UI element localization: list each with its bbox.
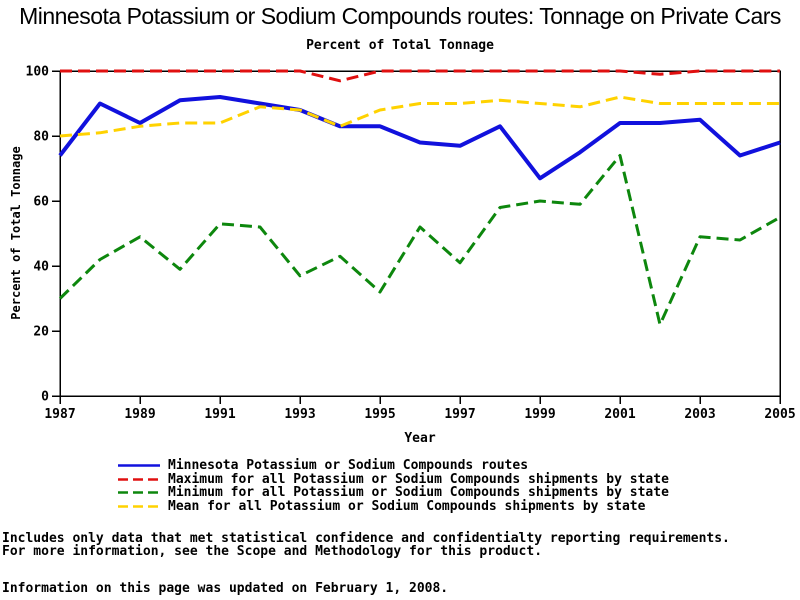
x-tick-label: 1997 — [444, 407, 475, 422]
legend-label: Maximum for all Potassium or Sodium Comp… — [168, 471, 669, 487]
legend-label: Minimum for all Potassium or Sodium Comp… — [168, 485, 669, 501]
series-line-2 — [58, 154, 781, 326]
legend-item: Maximum for all Potassium or Sodium Comp… — [118, 471, 669, 487]
x-tick-label: 1993 — [284, 407, 315, 422]
y-tick-label: 0 — [41, 390, 49, 405]
series-line-1 — [60, 69, 780, 83]
x-tick-label: 1999 — [524, 407, 555, 422]
x-tick-label: 1989 — [124, 407, 155, 422]
legend-swatch — [118, 464, 160, 467]
legend-swatch — [118, 478, 160, 481]
y-axis-label: Percent of Total Tonnage — [9, 146, 23, 320]
x-tick-label: 2001 — [604, 407, 635, 422]
x-tick-label: 1987 — [44, 407, 75, 422]
chart-subtitle: Percent of Total Tonnage — [306, 38, 494, 53]
y-tick-label: 100 — [26, 65, 50, 80]
y-tick-label: 60 — [33, 195, 49, 210]
chart-legend: Minnesota Potassium or Sodium Compounds … — [118, 458, 669, 514]
legend-swatch — [118, 491, 160, 494]
legend-label: Minnesota Potassium or Sodium Compounds … — [168, 458, 529, 474]
footnote-line-2: For more information, see the Scope and … — [2, 544, 543, 559]
series-line-3 — [59, 95, 780, 138]
legend-item: Mean for all Potassium or Sodium Compoun… — [118, 498, 669, 514]
y-tick-label: 40 — [33, 260, 49, 275]
legend-item: Minnesota Potassium or Sodium Compounds … — [118, 458, 669, 474]
x-tick-label: 1995 — [364, 407, 395, 422]
x-tick-label: 2005 — [764, 407, 795, 422]
y-tick-label: 20 — [33, 325, 49, 340]
plot-frame — [59, 70, 781, 397]
footnote-line-3: Information on this page was updated on … — [2, 581, 449, 596]
x-tick-label: 1991 — [204, 407, 235, 422]
chart-title: Minnesota Potassium or Sodium Compounds … — [19, 3, 781, 29]
y-tick-label: 80 — [33, 130, 49, 145]
legend-item: Minimum for all Potassium or Sodium Comp… — [118, 485, 669, 501]
x-tick-label: 2003 — [684, 407, 715, 422]
footnote-line-1: Includes only data that met statistical … — [2, 531, 730, 546]
x-axis-label: Year — [404, 431, 436, 446]
legend-label: Mean for all Potassium or Sodium Compoun… — [168, 498, 646, 514]
legend-swatch — [118, 505, 160, 508]
series-line-0 — [58, 95, 781, 181]
